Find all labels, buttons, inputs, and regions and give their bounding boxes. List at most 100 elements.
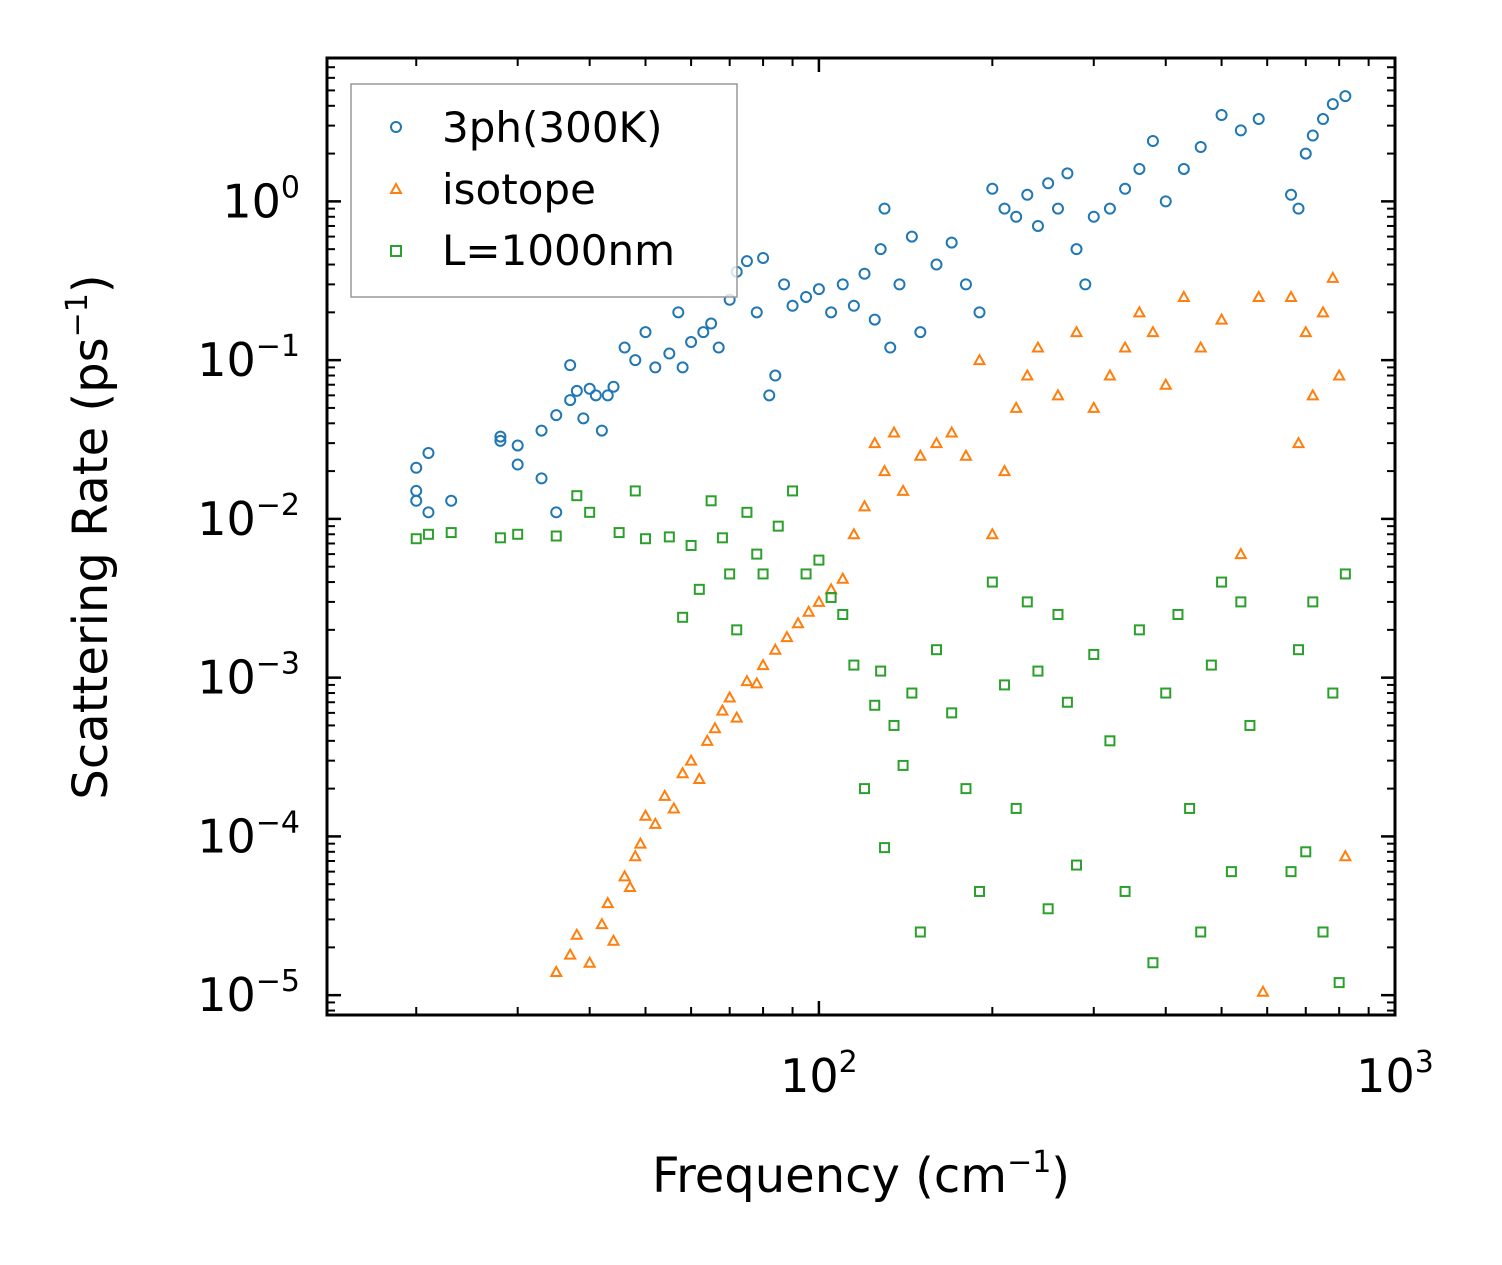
point-0-13 [550, 506, 563, 519]
point-1-29 [801, 604, 816, 617]
legend: 3ph(300K) isotope L=1000nm [350, 83, 738, 298]
point-0-14 [564, 394, 577, 407]
point-0-87 [1339, 90, 1352, 103]
legend-box [350, 83, 738, 298]
point-0-24 [629, 354, 642, 367]
point-0-4 [422, 447, 435, 460]
point-2-67 [1307, 596, 1319, 608]
point-2-34 [897, 759, 909, 771]
point-2-51 [1104, 735, 1116, 747]
point-0-67 [1061, 167, 1074, 180]
point-0-43 [800, 290, 813, 303]
point-0-58 [959, 278, 972, 291]
point-1-17 [692, 771, 707, 784]
point-0-45 [825, 306, 838, 319]
point-0-41 [778, 278, 791, 291]
point-0-66 [1051, 202, 1064, 215]
point-2-14 [693, 583, 705, 595]
point-2-3 [494, 532, 506, 544]
point-1-66 [1306, 388, 1320, 401]
point-1-58 [1194, 340, 1208, 353]
point-1-37 [887, 425, 901, 438]
point-1-18 [700, 733, 714, 746]
point-0-44 [812, 283, 825, 296]
point-2-49 [1071, 859, 1083, 871]
point-0-30 [685, 336, 698, 349]
point-1-62 [1256, 984, 1270, 997]
point-0-57 [945, 236, 958, 249]
point-2-9 [629, 485, 641, 497]
point-2-29 [859, 783, 871, 795]
point-2-15 [705, 495, 717, 507]
point-1-13 [658, 788, 672, 801]
point-1-53 [1118, 340, 1132, 353]
point-2-18 [731, 624, 743, 636]
legend-marker-boundary [390, 245, 402, 257]
point-2-54 [1147, 957, 1159, 969]
point-0-37 [750, 306, 763, 319]
point-2-11 [663, 531, 675, 543]
series-0 [410, 90, 1352, 519]
point-0-69 [1079, 278, 1092, 291]
point-1-52 [1103, 368, 1117, 381]
point-0-7 [494, 430, 507, 443]
point-1-68 [1326, 270, 1340, 283]
y-tick-label-2: 10−3 [197, 647, 300, 705]
legend-entry-isotope: isotope [389, 165, 596, 214]
point-0-9 [511, 458, 524, 471]
point-2-20 [751, 548, 763, 560]
plot-frame [325, 56, 1397, 1017]
point-2-27 [837, 608, 849, 620]
point-0-20 [595, 424, 608, 437]
point-2-55 [1160, 687, 1172, 699]
point-1-40 [929, 436, 944, 449]
point-1-54 [1132, 305, 1147, 318]
point-0-79 [1234, 124, 1247, 137]
point-1-11 [638, 808, 653, 821]
point-2-4 [512, 528, 524, 540]
point-0-72 [1119, 182, 1132, 195]
point-2-39 [960, 783, 972, 795]
point-0-73 [1133, 162, 1146, 175]
point-0-83 [1299, 147, 1312, 160]
point-0-74 [1146, 135, 1159, 148]
point-2-19 [741, 506, 753, 518]
point-2-1 [422, 528, 434, 540]
point-0-77 [1194, 141, 1207, 154]
point-0-5 [445, 494, 458, 507]
point-2-0 [410, 533, 422, 545]
point-0-86 [1326, 98, 1339, 111]
point-0-48 [858, 267, 871, 280]
point-1-22 [730, 710, 744, 723]
legend-label-boundary: L=1000nm [442, 226, 675, 275]
point-0-11 [535, 472, 548, 485]
point-1-9 [628, 849, 642, 862]
point-2-30 [869, 699, 881, 711]
point-0-76 [1177, 162, 1190, 175]
point-0-25 [639, 326, 652, 339]
point-1-3 [582, 955, 597, 968]
point-0-55 [914, 326, 927, 339]
point-1-2 [570, 927, 584, 940]
point-2-32 [879, 842, 891, 854]
point-1-39 [913, 448, 928, 461]
point-2-44 [1021, 596, 1033, 608]
point-1-55 [1146, 325, 1160, 338]
point-1-28 [791, 616, 805, 629]
point-0-64 [1031, 219, 1044, 232]
point-0-36 [740, 255, 753, 268]
point-1-47 [1020, 368, 1034, 381]
point-0-23 [618, 341, 631, 354]
point-0-38 [757, 251, 770, 264]
point-1-23 [740, 674, 754, 687]
point-0-42 [786, 299, 799, 312]
point-2-8 [613, 527, 625, 539]
point-0-8 [511, 439, 524, 452]
point-2-31 [875, 665, 887, 677]
point-1-19 [708, 721, 722, 734]
point-0-0 [410, 494, 423, 507]
point-1-32 [836, 571, 850, 584]
point-1-69 [1332, 368, 1346, 381]
point-0-56 [930, 258, 943, 271]
point-2-62 [1235, 596, 1247, 608]
